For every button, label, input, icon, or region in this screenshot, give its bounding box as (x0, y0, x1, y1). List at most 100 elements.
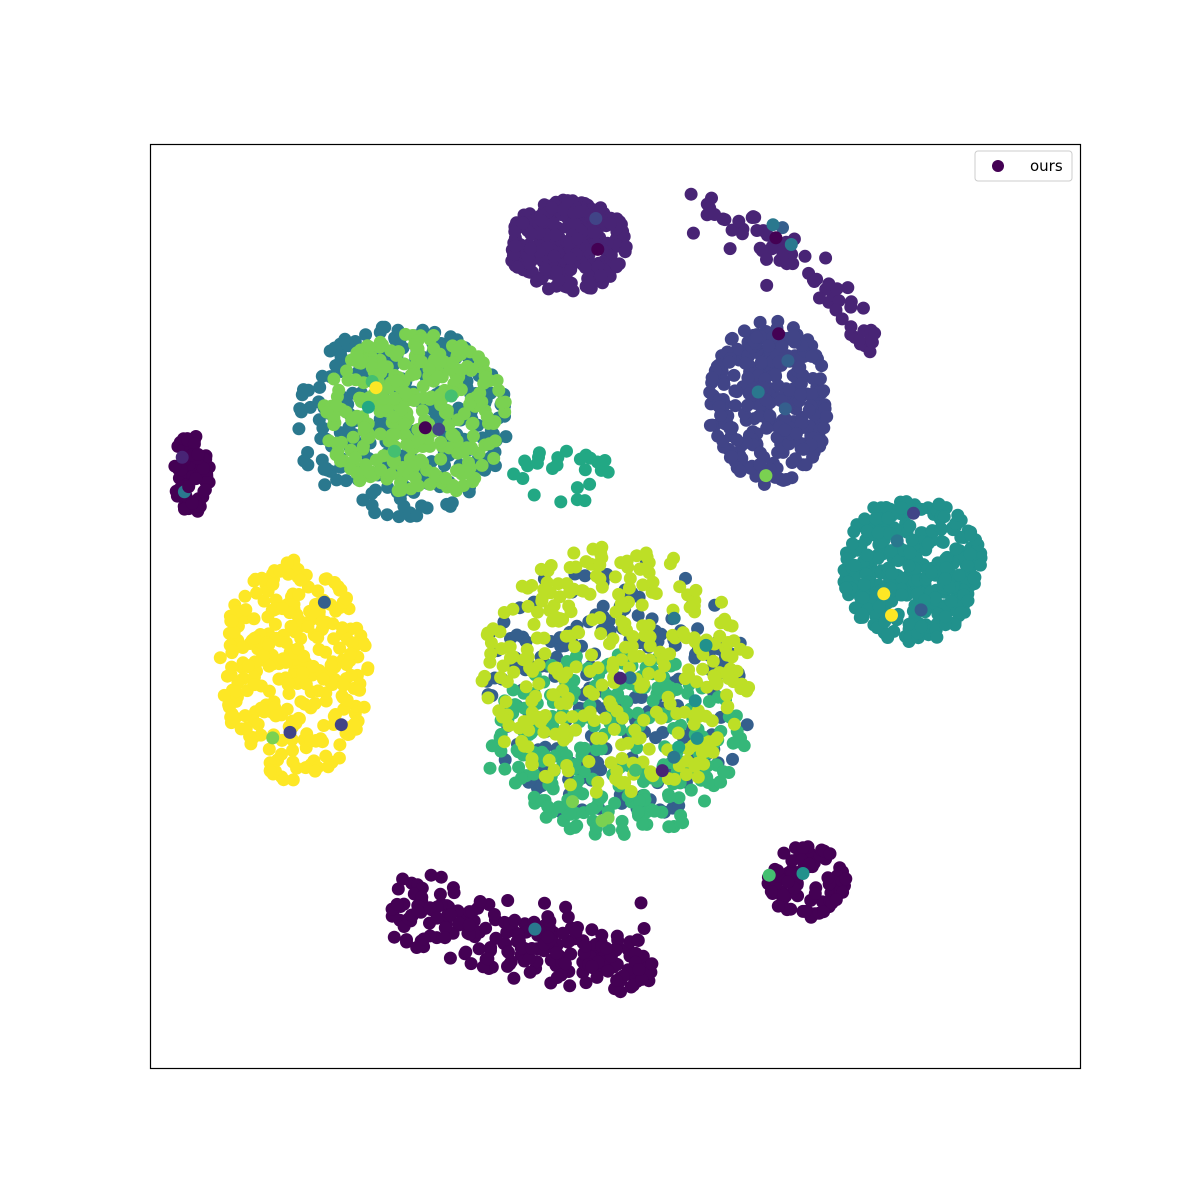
data-point-outlier (914, 603, 928, 617)
data-point-cluster-0 (423, 901, 437, 915)
data-point-cluster-9 (560, 759, 574, 772)
data-point-outlier (629, 763, 642, 777)
data-point-cluster-4 (510, 628, 524, 642)
data-point-cluster-0 (808, 887, 822, 900)
data-point-cluster-0 (525, 942, 539, 955)
data-point-cluster-5 (881, 511, 895, 525)
data-point-cluster-9 (688, 759, 702, 773)
data-point-outlier (283, 725, 297, 739)
data-point-cluster-9 (569, 723, 582, 737)
data-point-cluster-5 (847, 525, 861, 539)
data-point-cluster-2 (725, 331, 739, 345)
data-point-cluster-10 (333, 641, 347, 655)
data-point-cluster-0 (512, 934, 526, 948)
data-point-cluster-10 (331, 580, 345, 593)
data-point-cluster-7 (633, 794, 646, 808)
data-point-cluster-8 (434, 435, 448, 449)
data-point-cluster-0 (479, 921, 493, 935)
data-point-outlier (890, 534, 904, 548)
data-point-cluster-5 (858, 512, 872, 526)
data-point-cluster-9 (536, 711, 550, 725)
data-point-cluster-0 (462, 918, 476, 932)
data-point-cluster-1 (813, 291, 826, 305)
data-point-cluster-0 (595, 928, 609, 942)
data-point-cluster-10 (239, 721, 253, 735)
data-point-cluster-7 (483, 761, 497, 775)
data-point-cluster-5 (856, 591, 870, 605)
data-point-cluster-10 (241, 659, 255, 673)
data-point-cluster-10 (314, 732, 328, 746)
data-point-cluster-1 (570, 232, 584, 246)
data-point-cluster-9 (642, 667, 656, 680)
legend-box (974, 150, 1073, 182)
data-point-cluster-0 (785, 854, 799, 868)
data-point-cluster-10 (296, 666, 310, 680)
data-point-cluster-9 (643, 630, 657, 644)
data-point-cluster-9 (566, 710, 579, 724)
data-point-cluster-8 (334, 435, 348, 449)
data-point-outlier (769, 231, 783, 245)
data-point-cluster-2 (815, 359, 829, 373)
data-point-cluster-0 (817, 905, 831, 919)
data-point-cluster-10 (315, 615, 329, 629)
data-point-cluster-5 (963, 547, 977, 561)
data-point-cluster-5 (839, 581, 853, 595)
data-point-cluster-0 (472, 942, 486, 956)
data-point-cluster-0 (424, 868, 438, 882)
data-point-cluster-9 (494, 671, 508, 684)
data-point-outlier (606, 661, 620, 675)
data-point-cluster-7 (636, 817, 650, 831)
data-point-cluster-5 (930, 630, 944, 644)
data-point-cluster-2 (813, 372, 827, 386)
data-point-cluster-9 (499, 695, 513, 709)
data-point-cluster-9 (516, 653, 530, 667)
data-point-cluster-5 (951, 508, 965, 522)
data-point-outlier (796, 867, 810, 880)
data-point-cluster-8 (349, 373, 363, 387)
data-point-cluster-2 (787, 329, 801, 343)
data-point-cluster-7 (646, 694, 660, 708)
data-point-cluster-9 (603, 637, 616, 651)
data-point-cluster-10 (262, 659, 276, 673)
data-point-cluster-9 (658, 659, 671, 673)
data-point-cluster-3 (380, 508, 394, 522)
data-point-cluster-2 (722, 355, 736, 369)
data-point-cluster-9 (623, 572, 637, 585)
data-point-cluster-1 (516, 216, 530, 230)
data-point-outlier (750, 330, 764, 344)
data-point-outlier (369, 381, 383, 395)
data-point-cluster-9 (614, 597, 628, 611)
data-point-cluster-5 (895, 588, 909, 602)
data-point-cluster-9 (595, 731, 609, 745)
data-point-cluster-5 (860, 524, 874, 538)
data-point-cluster-9 (589, 785, 603, 799)
data-point-cluster-0 (487, 908, 501, 921)
data-point-cluster-0 (839, 872, 853, 886)
data-point-cluster-10 (275, 747, 288, 761)
data-point-cluster-2 (789, 427, 803, 441)
data-point-cluster-5 (872, 600, 886, 614)
data-point-cluster-5 (848, 558, 862, 572)
data-point-cluster-0 (585, 923, 599, 937)
data-point-cluster-9 (507, 665, 521, 679)
data-point-cluster-8 (374, 463, 388, 477)
data-point-cluster-7 (539, 810, 553, 824)
data-point-cluster-10 (332, 751, 346, 765)
data-point-cluster-0 (601, 964, 615, 978)
data-point-cluster-9 (642, 618, 656, 632)
data-point-cluster-10 (345, 636, 359, 650)
data-point-cluster-9 (646, 575, 660, 589)
data-point-cluster-0 (635, 972, 649, 986)
data-point-cluster-5 (902, 559, 916, 573)
data-point-cluster-0 (599, 941, 613, 955)
data-point-cluster-10 (356, 636, 370, 650)
data-point-cluster-1 (760, 278, 774, 292)
data-point-cluster-9 (699, 744, 713, 758)
data-point-cluster-8 (397, 357, 411, 371)
data-point-cluster-10 (244, 737, 258, 751)
data-point-outlier (691, 770, 705, 784)
data-point-cluster-9 (663, 697, 677, 711)
data-point-cluster-7 (512, 760, 526, 774)
data-point-cluster-10 (239, 603, 253, 617)
data-point-cluster-1 (583, 275, 597, 289)
